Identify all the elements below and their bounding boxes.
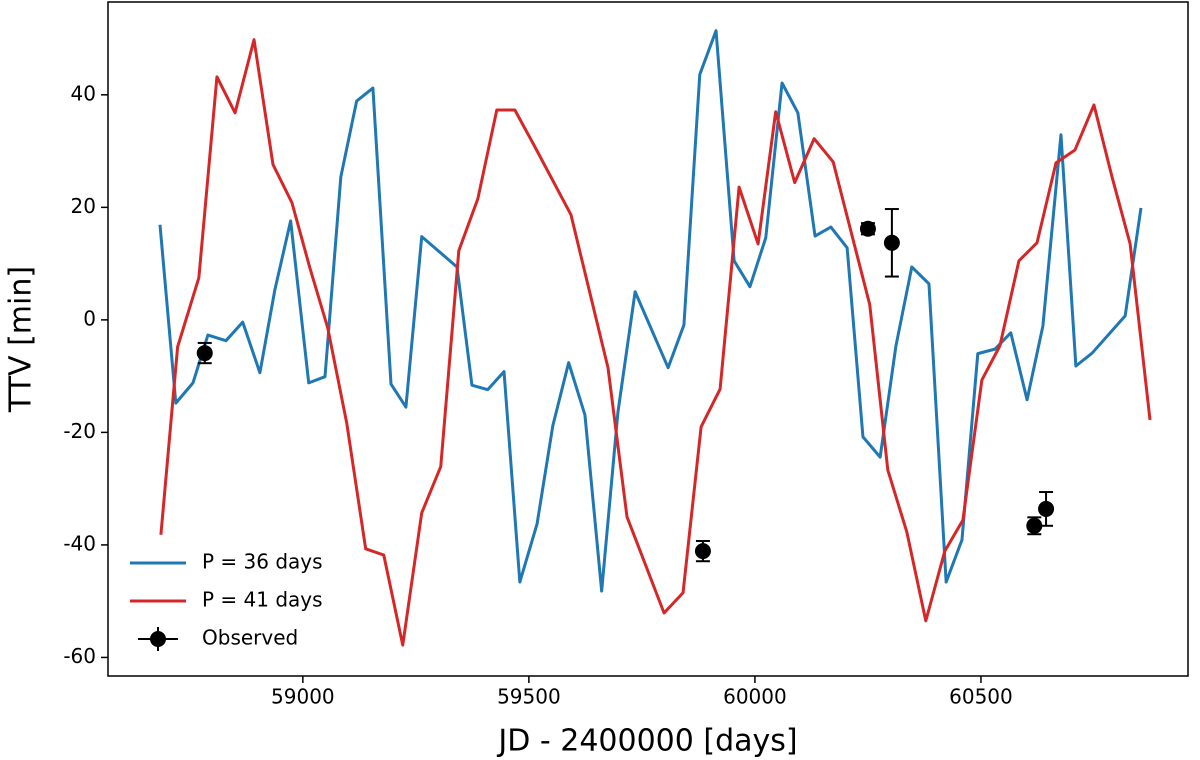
plot-frame (107, 1, 1189, 677)
legend-label: P = 41 days (202, 588, 323, 612)
data-point (196, 345, 213, 362)
y-tick-label: -40 (63, 531, 96, 555)
data-point (694, 543, 711, 560)
data-point (1026, 517, 1043, 534)
data-point (1038, 500, 1055, 517)
y-tick-label: 40 (71, 81, 96, 105)
x-axis-label: JD - 2400000 [days] (496, 724, 797, 759)
y-tick-label: -60 (63, 644, 96, 668)
y-axis-label: TTV [min] (4, 266, 39, 413)
x-tick-label: 59500 (497, 685, 561, 709)
y-tick-label: -20 (63, 419, 96, 443)
x-tick-label: 60000 (723, 685, 787, 709)
legend-marker (150, 631, 166, 647)
data-point (859, 220, 876, 237)
legend-label: Observed (202, 626, 298, 650)
data-point (883, 234, 900, 251)
series-line (159, 38, 1152, 647)
x-tick-label: 59000 (271, 685, 335, 709)
x-tick-label: 60500 (949, 685, 1013, 709)
y-tick-label: 0 (83, 306, 96, 330)
y-tick-label: 20 (71, 194, 96, 218)
legend-label: P = 36 days (202, 550, 323, 574)
series-line (158, 29, 1143, 593)
